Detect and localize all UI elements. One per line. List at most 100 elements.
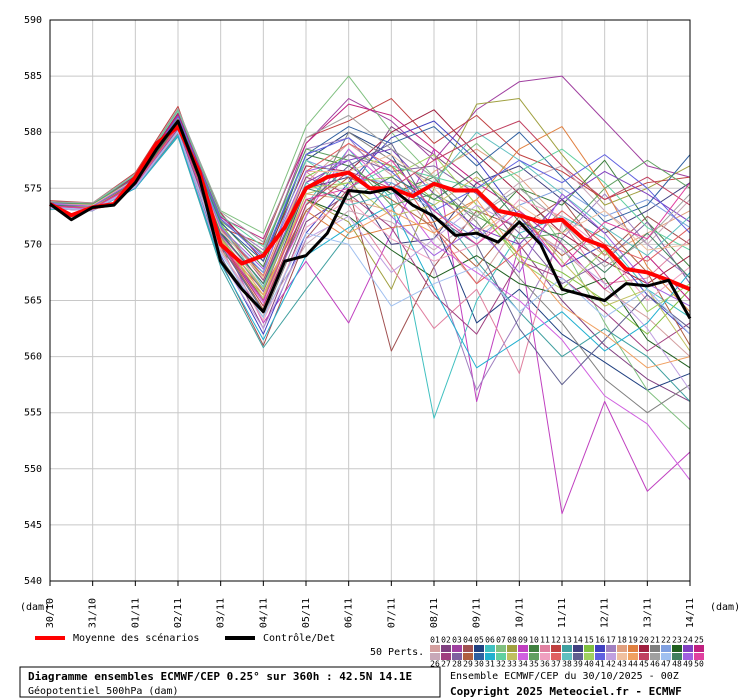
series-line xyxy=(49,131,691,414)
legend-swatch xyxy=(573,653,583,660)
legend-swatch xyxy=(430,645,440,652)
run-label: Ensemble ECMWF/CEP du 30/10/2025 - 00Z xyxy=(450,671,679,682)
legend-swatch xyxy=(441,653,451,660)
y-tick-label: 560 xyxy=(24,352,42,363)
y-tick-label: 585 xyxy=(24,71,42,82)
series-line xyxy=(49,130,691,335)
legend-swatch xyxy=(573,645,583,652)
legend-label: 50 xyxy=(694,660,704,669)
legend-label: Moyenne des scénarios xyxy=(73,632,199,644)
x-tick-label: 05/11 xyxy=(301,598,312,628)
series-line xyxy=(49,120,691,307)
legend-label: 10 xyxy=(529,636,539,645)
legend-swatch xyxy=(551,653,561,660)
legend-label: 30 xyxy=(474,660,484,669)
legend-label: 06 xyxy=(485,636,495,645)
legend-swatch xyxy=(683,653,693,660)
legend-label: 12 xyxy=(551,636,561,645)
legend-label: 14 xyxy=(573,636,583,645)
legend-label: 49 xyxy=(683,660,693,669)
legend-label: 15 xyxy=(584,636,594,645)
perturbations-label: 50 Perts. xyxy=(370,647,424,658)
legend-label: 25 xyxy=(694,636,704,645)
legend-swatch xyxy=(562,653,572,660)
legend-swatch xyxy=(650,653,660,660)
legend-label: 40 xyxy=(584,660,594,669)
legend-swatch xyxy=(507,645,517,652)
legend-label: Contrôle/Det xyxy=(263,632,335,644)
legend-swatch xyxy=(518,653,528,660)
y-tick-label: 565 xyxy=(24,296,42,307)
legend-label: 38 xyxy=(562,660,572,669)
legend-label: 21 xyxy=(650,636,660,645)
legend-label: 08 xyxy=(507,636,517,645)
legend-label: 16 xyxy=(595,636,605,645)
legend-label: 39 xyxy=(573,660,583,669)
y-axis-label: (dam) xyxy=(20,602,50,613)
x-tick-label: 10/11 xyxy=(514,598,525,628)
x-tick-label: 06/11 xyxy=(344,598,355,628)
legend-label: 48 xyxy=(672,660,682,669)
legend-label: 23 xyxy=(672,636,682,645)
legend-label: 36 xyxy=(540,660,550,669)
legend-swatch xyxy=(639,653,649,660)
legend-label: 45 xyxy=(639,660,649,669)
series-line xyxy=(49,124,691,292)
series-line xyxy=(49,135,691,369)
legend-swatch xyxy=(595,645,605,652)
legend-swatch xyxy=(496,645,506,652)
legend-label: 26 xyxy=(430,660,440,669)
x-tick-label: 02/11 xyxy=(173,598,184,628)
legend-swatch xyxy=(485,645,495,652)
legend-swatch xyxy=(452,653,462,660)
legend-swatch xyxy=(540,653,550,660)
legend-label: 31 xyxy=(485,660,495,669)
legend-label: 11 xyxy=(540,636,550,645)
copyright: Copyright 2025 Meteociel.fr - ECMWF xyxy=(450,685,682,698)
legend-swatch xyxy=(474,645,484,652)
y-tick-label: 545 xyxy=(24,520,42,531)
legend-label: 41 xyxy=(595,660,605,669)
x-tick-label: 04/11 xyxy=(258,598,269,628)
series-line xyxy=(49,127,691,301)
legend-swatch xyxy=(441,645,451,652)
x-tick-label: 03/11 xyxy=(216,598,227,628)
y-tick-label: 570 xyxy=(24,239,42,250)
legend-swatch xyxy=(452,645,462,652)
legend-swatch xyxy=(650,645,660,652)
legend-swatch xyxy=(628,653,638,660)
x-tick-label: 13/11 xyxy=(642,598,653,628)
y-tick-label: 550 xyxy=(24,464,42,475)
legend-label: 22 xyxy=(661,636,671,645)
legend-swatch xyxy=(606,645,616,652)
legend-label: 29 xyxy=(463,660,473,669)
legend-swatch xyxy=(661,653,671,660)
legend-swatch xyxy=(661,645,671,652)
legend-swatch xyxy=(518,645,528,652)
legend-swatch xyxy=(496,653,506,660)
chart-title: Diagramme ensembles ECMWF/CEP 0.25° sur … xyxy=(28,670,412,683)
legend-swatch xyxy=(584,653,594,660)
legend-swatch xyxy=(694,653,704,660)
x-tick-label: 01/11 xyxy=(130,598,141,628)
legend-swatch xyxy=(463,653,473,660)
legend-label: 17 xyxy=(606,636,616,645)
legend-swatch xyxy=(639,645,649,652)
legend-swatch xyxy=(672,653,682,660)
legend-label: 33 xyxy=(507,660,517,669)
x-tick-label: 11/11 xyxy=(557,598,568,628)
legend-swatch xyxy=(672,645,682,652)
y-tick-label: 575 xyxy=(24,183,42,194)
legend-swatch xyxy=(551,645,561,652)
x-tick-label: 30/10 xyxy=(45,598,56,628)
legend-swatch xyxy=(562,645,572,652)
legend-label: 32 xyxy=(496,660,506,669)
x-tick-label: 08/11 xyxy=(429,598,440,628)
legend-label: 03 xyxy=(452,636,462,645)
legend-swatch xyxy=(485,653,495,660)
legend-label: 28 xyxy=(452,660,462,669)
caption-box xyxy=(19,666,441,698)
legend-label: 18 xyxy=(617,636,627,645)
legend-label: 05 xyxy=(474,636,484,645)
legend-label: 46 xyxy=(650,660,660,669)
